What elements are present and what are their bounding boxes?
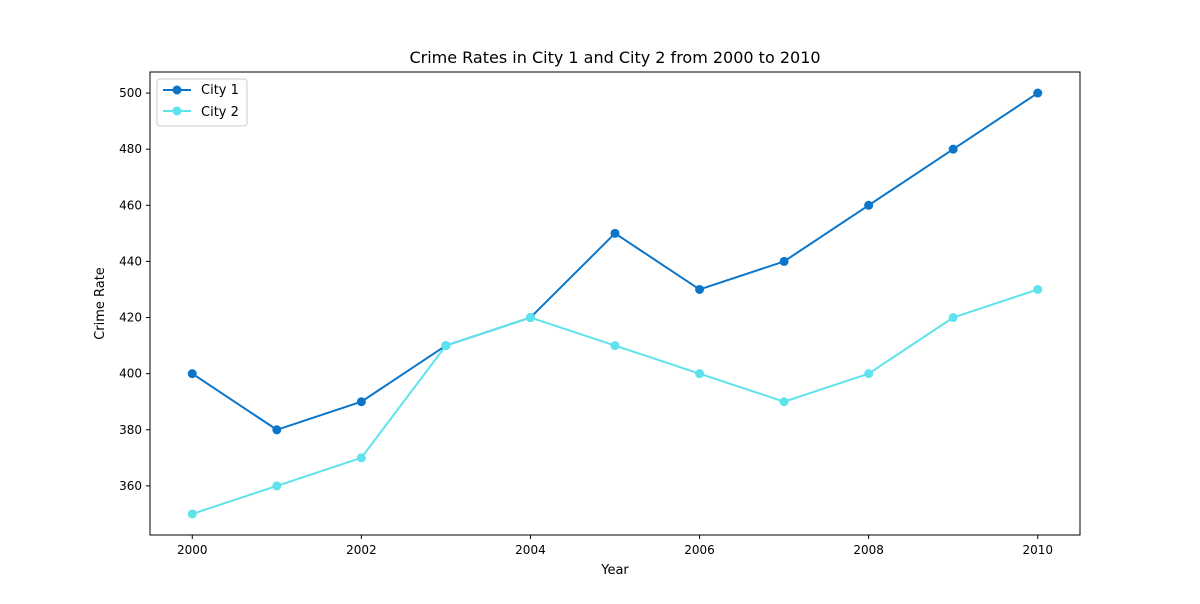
y-tick-label: 480 (119, 142, 142, 156)
data-point-city-2 (779, 397, 789, 407)
data-point-city-1 (695, 284, 705, 294)
data-point-city-2 (695, 369, 705, 379)
y-tick-label: 380 (119, 423, 142, 437)
chart-title: Crime Rates in City 1 and City 2 from 20… (409, 48, 820, 67)
x-tick-label: 2008 (853, 543, 884, 557)
data-point-city-2 (356, 453, 366, 463)
x-tick-label: 2004 (515, 543, 546, 557)
x-tick-label: 2000 (177, 543, 208, 557)
data-point-city-2 (948, 313, 958, 323)
y-tick-label: 440 (119, 254, 142, 268)
x-tick-label: 2010 (1022, 543, 1053, 557)
y-tick-label: 420 (119, 311, 142, 325)
legend-label-city-1: City 1 (201, 83, 239, 98)
x-tick-label: 2006 (684, 543, 715, 557)
data-point-city-1 (779, 256, 789, 266)
plot-area (149, 71, 1081, 536)
series-city-2 (187, 284, 1043, 519)
series-line-city-1 (191, 92, 1039, 431)
data-point-city-2 (864, 369, 874, 379)
data-point-city-1 (864, 200, 874, 210)
data-point-city-1 (356, 397, 366, 407)
y-axis: 360 380 400 420 440 460 480 500 (119, 86, 150, 493)
data-point-city-2 (1033, 284, 1043, 294)
data-point-city-1 (272, 425, 282, 435)
data-point-city-2 (610, 341, 620, 351)
data-point-city-2 (441, 341, 451, 351)
legend-marker-city-2 (172, 106, 182, 116)
data-point-city-2 (272, 481, 282, 491)
series-layer (187, 88, 1043, 519)
data-point-city-1 (948, 144, 958, 154)
series-city-1 (187, 88, 1043, 435)
x-axis: 2000 2002 2004 2006 2008 2010 (177, 535, 1053, 557)
data-point-city-2 (187, 509, 197, 519)
y-tick-label: 400 (119, 367, 142, 381)
data-point-city-1 (610, 228, 620, 238)
y-tick-label: 500 (119, 86, 142, 100)
y-tick-label: 360 (119, 479, 142, 493)
series-line-city-2 (191, 288, 1039, 515)
x-axis-label: Year (600, 563, 629, 578)
data-point-city-1 (1033, 88, 1043, 98)
legend-marker-city-1 (172, 85, 182, 95)
legend: City 1 City 2 (156, 78, 248, 127)
y-tick-label: 460 (119, 198, 142, 212)
legend-label-city-2: City 2 (201, 105, 239, 120)
data-point-city-1 (187, 369, 197, 379)
y-axis-label: Crime Rate (93, 267, 108, 340)
x-tick-label: 2002 (346, 543, 377, 557)
data-point-city-2 (525, 313, 535, 323)
